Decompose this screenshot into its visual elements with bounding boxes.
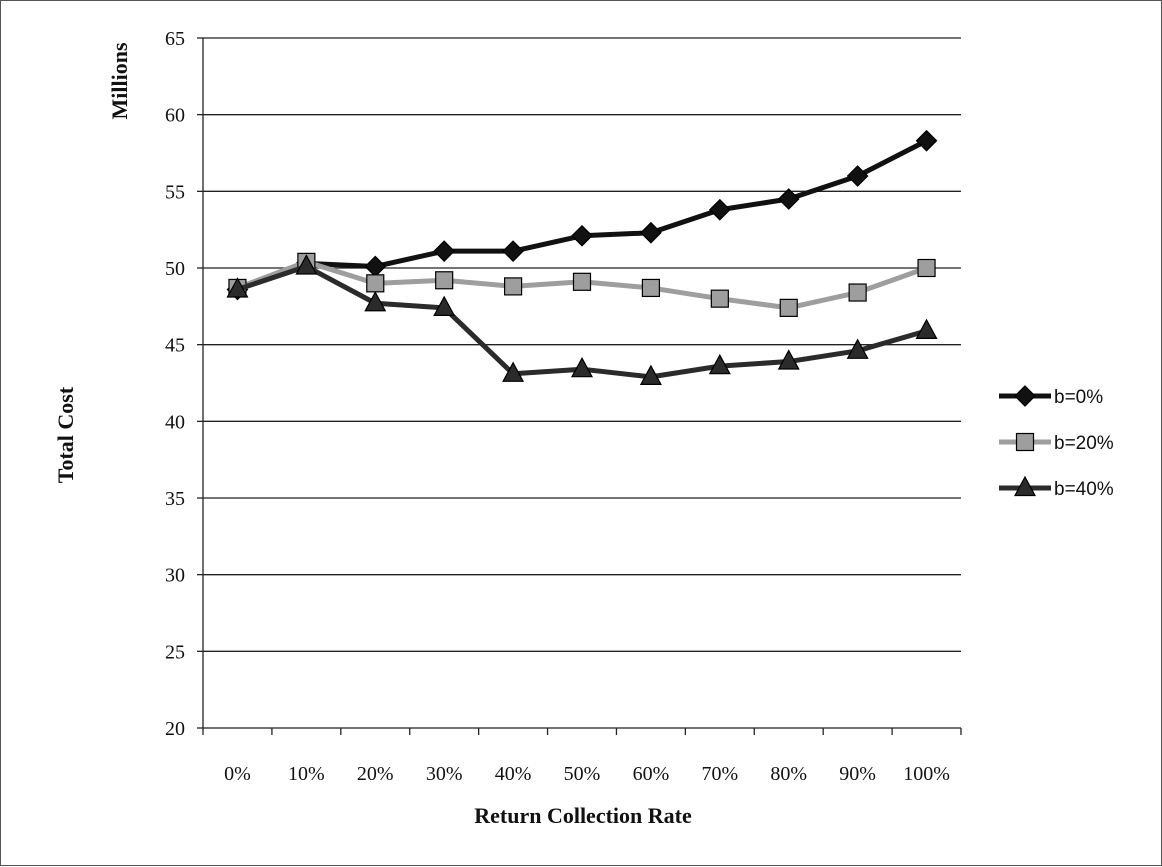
y-tick-label: 65 [165, 28, 185, 50]
x-tick-label: 100% [903, 763, 950, 785]
x-tick-label: 0% [224, 763, 251, 785]
y-tick-label: 50 [165, 258, 185, 280]
legend-marker [1015, 432, 1035, 452]
x-tick-label: 50% [564, 763, 601, 785]
x-tick-label: 80% [770, 763, 807, 785]
data-point-triangle [502, 361, 525, 382]
data-point-triangle [639, 364, 662, 385]
data-point-diamond [640, 221, 662, 244]
data-point-triangle [433, 295, 456, 316]
data-point-diamond [777, 188, 800, 210]
y-axis-unit-label: Millions [107, 42, 132, 119]
series-b=40% [226, 254, 938, 385]
legend-label: b=20% [1054, 433, 1114, 454]
data-point-square [641, 278, 661, 298]
y-tick-label: 35 [165, 488, 185, 510]
data-point-square [848, 283, 867, 302]
y-tick-label: 45 [165, 335, 185, 357]
data-point-triangle [364, 291, 387, 312]
x-axis-title: Return Collection Rate [474, 803, 692, 828]
x-tick-label: 20% [357, 763, 394, 785]
grid-lines [203, 37, 961, 652]
x-tick-label: 60% [633, 763, 670, 785]
legend: b=0% b=20% b=40% [999, 385, 1114, 500]
y-tick-label: 30 [165, 565, 185, 587]
x-tick-label: 70% [701, 763, 738, 785]
data-point-diamond [708, 198, 731, 221]
data-point-diamond [364, 255, 387, 278]
data-point-square [917, 258, 936, 278]
legend-label: b=40% [1054, 479, 1114, 500]
data-point-triangle [846, 338, 869, 359]
data-point-triangle [915, 318, 938, 339]
series-b=20% [228, 252, 936, 317]
data-point-diamond [433, 240, 456, 262]
legend-entry: b=20% [999, 432, 1114, 454]
x-tick-label: 40% [495, 763, 532, 785]
data-point-diamond [915, 129, 938, 152]
data-point-square [710, 289, 729, 308]
data-point-diamond [571, 224, 593, 247]
x-tick-labels: 0% 10% 20% 30% 40% 50% 60% 70% 80% 90% 100% [224, 763, 950, 785]
data-point-diamond [846, 165, 869, 187]
y-tick-label: 40 [165, 411, 185, 433]
data-point-triangle [570, 356, 594, 378]
data-point-square [503, 277, 523, 296]
y-axis-title: Total Cost [53, 386, 78, 483]
data-point-square [779, 298, 798, 317]
x-tick-label: 90% [839, 763, 876, 785]
data-point-diamond [502, 240, 524, 262]
legend-marker [1014, 385, 1036, 407]
legend-marker [1013, 475, 1037, 497]
data-point-triangle [226, 277, 249, 298]
series-lines [226, 129, 938, 385]
axes [197, 37, 962, 735]
y-tick-labels: 20 25 30 35 40 45 50 55 60 65 [165, 28, 185, 740]
data-point-square [572, 272, 592, 291]
legend-label: b=0% [1054, 387, 1103, 408]
data-point-square [366, 274, 385, 293]
y-tick-label: 20 [165, 718, 185, 740]
data-point-square [435, 271, 454, 290]
series-line [236, 138, 928, 292]
x-tick-label: 10% [288, 763, 325, 785]
y-tick-label: 25 [165, 641, 185, 663]
data-point-triangle [295, 254, 318, 275]
data-point-triangle [708, 353, 731, 375]
y-tick-label: 60 [165, 105, 185, 127]
legend-entry: b=0% [999, 385, 1103, 408]
data-point-triangle [777, 349, 800, 370]
legend-entry: b=40% [999, 475, 1114, 500]
x-tick-label: 30% [426, 763, 463, 785]
y-tick-label: 55 [165, 181, 185, 203]
